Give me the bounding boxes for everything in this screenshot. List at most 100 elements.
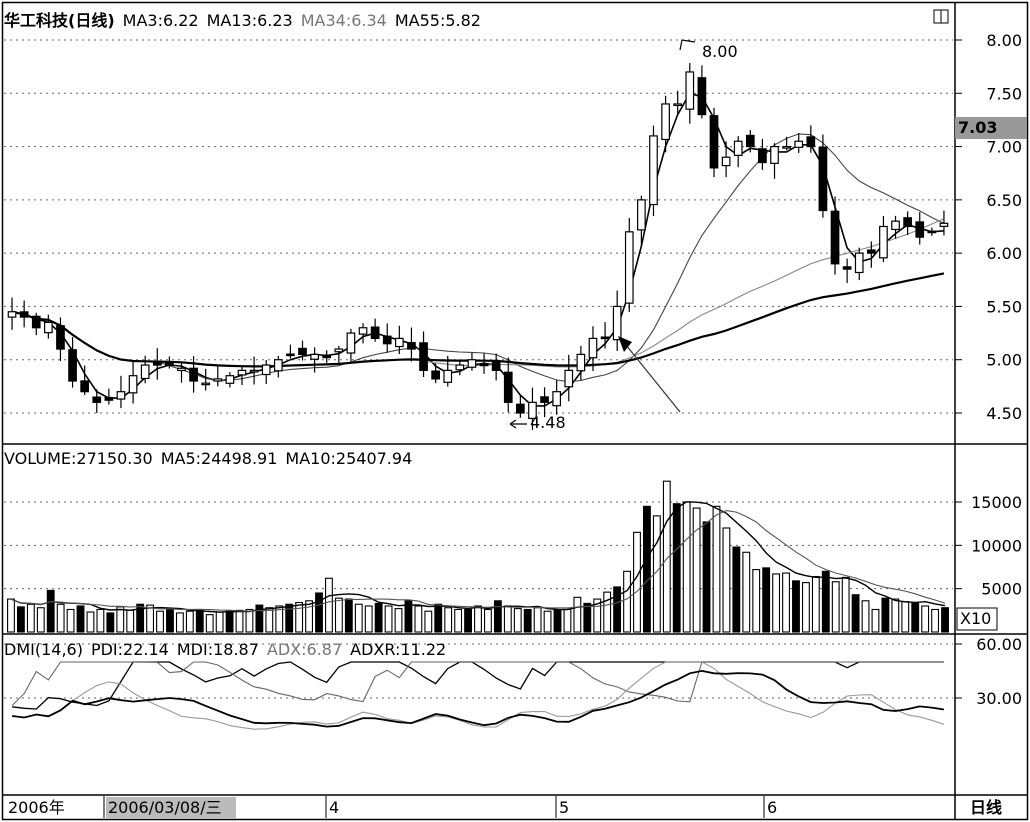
candle-down [322,354,332,359]
volume-bar-up [364,605,373,633]
volume-bar-up [623,570,631,633]
volume-ma10-line [10,510,946,612]
volume-bar-up [712,505,721,633]
dmi-axis: 60.00 30.00 [955,635,1022,708]
volume-bar-up [603,591,612,633]
volume-bar-up [295,601,304,633]
volume-bar-up [533,607,542,633]
candle-down [491,360,501,371]
volume-bar-up [772,573,781,633]
volume-bar-down [255,604,264,633]
candle-up [128,375,138,394]
volume-axis: 15000 10000 5000 [955,493,1022,599]
candle-down [697,77,707,116]
current-price-label: 7.03 [958,118,998,137]
candle-down [866,249,876,254]
volume-bar-up [26,603,35,633]
volume-bar-down [136,603,145,633]
volume-bar-up [156,610,164,633]
candle-up [528,401,537,419]
dmi-name: DMI(14,6) [4,640,83,659]
candle-up [685,71,695,110]
volume-bar-down [195,608,204,633]
candle-up [939,222,949,227]
volume-bar-down [46,589,55,633]
volume-bar-up [175,612,184,633]
volume-bar-up [7,598,15,633]
volume-bar-down [315,592,323,633]
volume-bar-down [702,521,711,633]
candle-up [346,332,356,354]
volume-tick-label: 5000 [981,580,1022,599]
candle-down [92,396,102,403]
volume-bar-up [86,611,95,633]
ma34-value: MA34:6.34 [300,11,387,30]
volume-bar-up [633,531,641,633]
dmi-mdi: MDI:18.87 [176,640,259,659]
volume-bar-down [166,608,174,633]
volume-bar-up [265,607,274,633]
candle-up [552,391,562,407]
volume-bar-up [116,606,125,633]
selected-date-label[interactable]: 2006/03/08/三 [108,798,222,817]
volume-bar-up [96,608,105,633]
volume-bar-down [344,598,353,633]
candle-up [116,391,126,400]
volume-bar-up [56,603,65,633]
unit-box [956,607,998,631]
candle-up [273,359,283,372]
candle-up [467,359,477,368]
volume-bar-up [334,597,343,633]
candle-down [419,342,428,371]
candle-down [806,136,816,148]
ma55-line [11,272,945,368]
low-marker-label: 4.48 [530,413,566,432]
candle-down [68,349,77,382]
volume-bar-up [811,575,820,633]
candle-up [310,353,319,360]
candle-up [612,305,622,341]
candle-down [56,325,65,350]
window-toggle-icon [933,9,949,24]
volume-bar-up [474,605,482,633]
candle-up [576,353,586,372]
price-tick-label: 5.50 [986,297,1022,316]
volume-tick-label: 15000 [971,493,1022,512]
candle-up [394,337,404,348]
volume-bar-down [642,505,651,633]
candle-down [298,347,307,355]
volume-bar-up [901,601,910,633]
volume-bar-down [732,546,741,633]
volume-tick-label: 10000 [971,536,1022,555]
candle-up [782,145,791,149]
candle-down [927,230,937,234]
support-arrow-head [618,336,632,352]
volume-bars [7,480,949,633]
volume-bar-up [414,605,423,633]
period-label[interactable]: 日线 [970,798,1003,817]
month-label-4: 4 [329,798,340,817]
volume-bar-up [66,608,75,633]
volume-bar-up [921,605,930,633]
volume-bar-down [881,597,890,633]
candle-down [189,367,198,382]
candle-up [879,225,888,259]
dmi-adxr: ADXR:11.22 [350,640,447,659]
candle-up [177,367,186,372]
candle-down [165,362,174,366]
volume-bar-down [762,567,771,633]
price-tick-label: 7.00 [986,138,1022,157]
volume-bar-down [225,610,234,633]
volume-bar-up [891,598,900,633]
candle-up [443,369,453,383]
volume-ma-lines [10,501,946,613]
price-tick-label: 7.50 [986,84,1022,103]
volume-bar-up [801,582,810,633]
candle-down [600,336,610,340]
volume-gridlines [4,501,953,590]
volume-bar-down [106,612,115,633]
volume-bar-up [931,608,940,633]
volume-bar-up [384,605,393,633]
candle-up [891,220,900,231]
candle-up [661,103,670,141]
